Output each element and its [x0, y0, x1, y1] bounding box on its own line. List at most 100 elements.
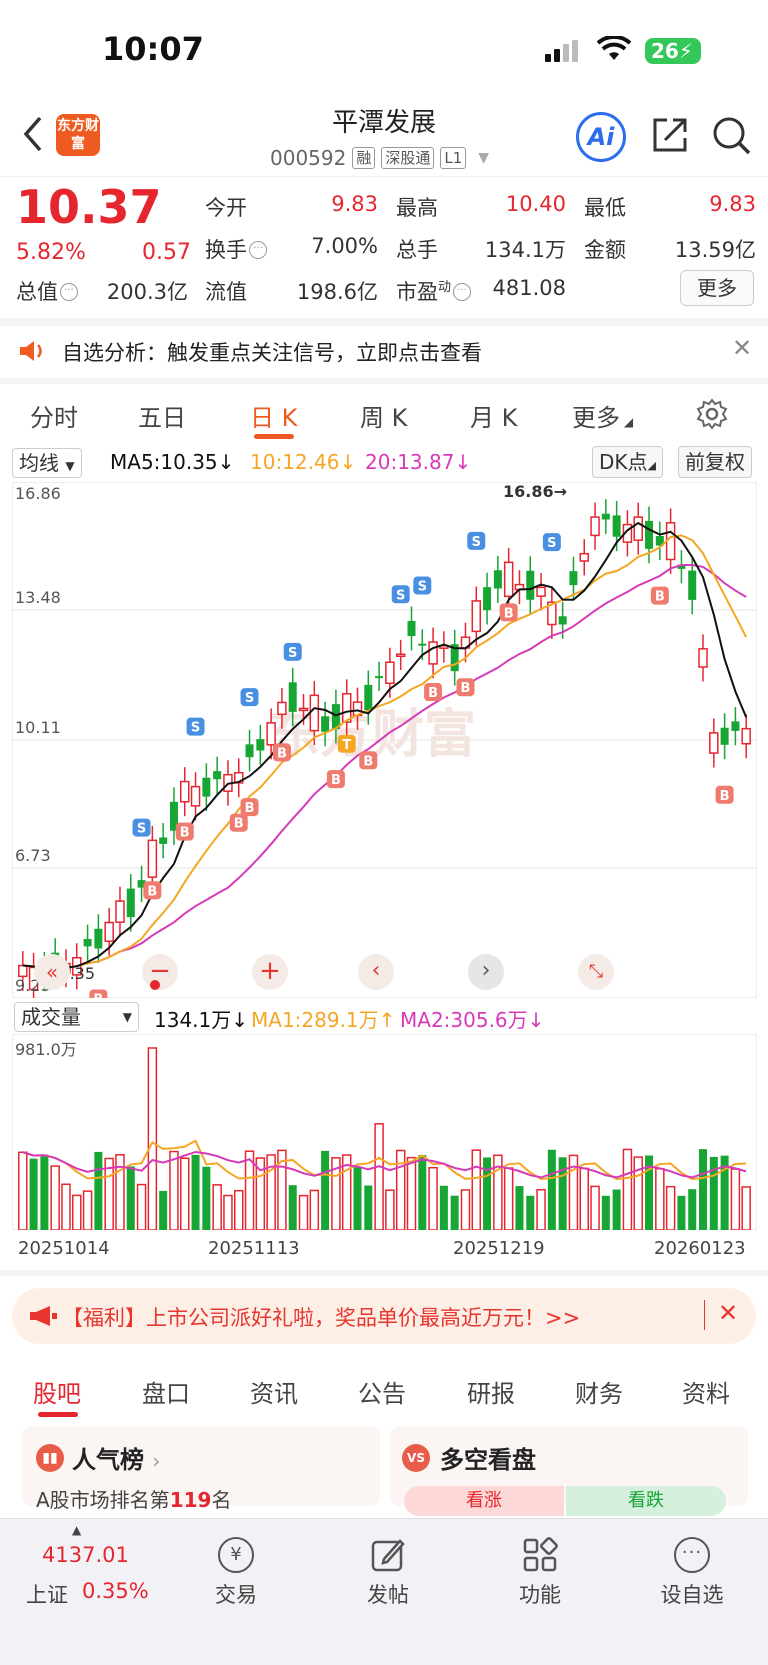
- candle-body: [202, 777, 211, 797]
- nav-post[interactable]: 发帖: [367, 1583, 409, 1607]
- vol-ma1: MA1:289.1万↑: [251, 1008, 396, 1032]
- pe-label[interactable]: 市盈动 ···: [396, 276, 472, 306]
- volume-bar: [244, 1150, 255, 1230]
- volume-bar: [94, 1151, 103, 1230]
- nav-trade[interactable]: 交易: [215, 1583, 257, 1607]
- back-icon[interactable]: [22, 116, 44, 152]
- turnover-label[interactable]: 换手 ···: [205, 234, 267, 264]
- signal-marker: [467, 531, 486, 550]
- index-value[interactable]: 4137.01: [42, 1543, 129, 1567]
- tab-more[interactable]: 更多 ◢: [572, 404, 634, 432]
- volume-bar: [622, 1148, 633, 1230]
- app-logo[interactable]: 东方财富: [56, 114, 100, 156]
- volume-bar: [645, 1155, 654, 1230]
- trade-icon[interactable]: ¥: [218, 1537, 254, 1573]
- ma5-value: MA5:10.35↓: [110, 450, 235, 474]
- edit-icon[interactable]: [370, 1537, 406, 1573]
- dk-point-button[interactable]: DK点◢: [592, 446, 663, 478]
- active-tab-indicator: [38, 1412, 78, 1417]
- popularity-card[interactable]: ▮▮ 人气榜 › A股市场排名第119名: [22, 1426, 380, 1512]
- candle-body: [147, 839, 158, 878]
- candle-body: [536, 586, 546, 597]
- ai-button[interactable]: Ai: [576, 112, 626, 162]
- volume-selector[interactable]: 成交量 ▼: [14, 1002, 139, 1032]
- ma5-line: [22, 521, 748, 971]
- tab-weekly-k[interactable]: 周 K: [360, 404, 408, 432]
- apps-icon[interactable]: [522, 1537, 558, 1573]
- signal-letter: S: [547, 536, 556, 551]
- volume-bar: [568, 1154, 579, 1230]
- zoom-out-icon[interactable]: −: [142, 954, 178, 990]
- chart-icon: ▮▮: [36, 1444, 64, 1472]
- megaphone-icon: [30, 1306, 57, 1326]
- stock-code-row[interactable]: 000592 融 深股通 L1 ▼: [270, 146, 489, 170]
- status-time: 10:07: [102, 30, 204, 68]
- tab-financials[interactable]: 财务: [575, 1380, 623, 1408]
- close-icon[interactable]: ✕: [732, 334, 753, 362]
- tab-daily-k[interactable]: 日 K: [250, 404, 298, 432]
- ma10-value: 10:12.46↓: [250, 450, 357, 474]
- bullish-button[interactable]: 看涨: [404, 1486, 564, 1516]
- tab-profile[interactable]: 资料: [682, 1380, 730, 1408]
- more-button[interactable]: 更多: [680, 270, 754, 306]
- nav-add-watchlist[interactable]: 设自选: [660, 1583, 724, 1607]
- candle-body: [288, 682, 297, 712]
- candle-body: [159, 837, 168, 844]
- scroll-start-icon[interactable]: «: [34, 954, 70, 990]
- candle-body: [277, 701, 287, 716]
- candle-body: [364, 684, 373, 711]
- indicator-selector[interactable]: 均线 ▼: [12, 448, 82, 478]
- signal-marker: [337, 734, 356, 753]
- ma20-value: 20:13.87↓: [365, 450, 472, 474]
- zoom-in-icon[interactable]: +: [252, 954, 288, 990]
- candle-body: [341, 693, 352, 723]
- market-cap-label[interactable]: 总值 ···: [16, 276, 78, 306]
- tab-announcements[interactable]: 公告: [358, 1380, 406, 1408]
- signal-marker: [391, 585, 410, 604]
- adjust-button[interactable]: 前复权: [678, 446, 752, 478]
- tab-research[interactable]: 研报: [467, 1380, 515, 1408]
- signal-marker: [186, 717, 205, 736]
- signal-letter: B: [331, 773, 341, 788]
- stock-code: 000592: [270, 146, 347, 170]
- alert-text[interactable]: 自选分析：触发重点关注信号，立即点击查看: [62, 341, 482, 365]
- search-icon[interactable]: [712, 116, 752, 156]
- bull-bear-card[interactable]: VS 多空看盘 看涨 看跌: [390, 1426, 748, 1516]
- nav-functions[interactable]: 功能: [519, 1583, 561, 1607]
- bull-bear-title: 多空看盘: [440, 1446, 536, 1474]
- tab-orderbook[interactable]: 盘口: [142, 1380, 190, 1408]
- kline-chart[interactable]: 东方财富 BBSBSBBSBSBTBSBSBSBSBSB: [12, 482, 757, 998]
- signal-letter: B: [428, 686, 438, 701]
- share-icon[interactable]: [651, 116, 689, 154]
- more-dots-icon[interactable]: ···: [674, 1537, 710, 1573]
- signal-marker: [359, 751, 378, 770]
- tab-forum[interactable]: 股吧: [33, 1380, 81, 1408]
- section-divider: [0, 318, 768, 326]
- current-price: 10.37: [16, 180, 162, 234]
- tab-monthly-k[interactable]: 月 K: [470, 404, 518, 432]
- low-label: 最低: [584, 196, 626, 220]
- gear-icon[interactable]: [696, 398, 728, 430]
- fullscreen-icon[interactable]: ⤡: [578, 954, 614, 990]
- promo-banner[interactable]: 【福利】上市公司派好礼啦，奖品单价最高近万元！>> ✕: [12, 1288, 756, 1344]
- close-icon[interactable]: ✕: [718, 1299, 739, 1327]
- tab-five-day[interactable]: 五日: [138, 404, 186, 432]
- volume-chart[interactable]: [12, 1034, 757, 1230]
- volume-bar: [82, 1190, 93, 1230]
- tab-intraday[interactable]: 分时: [30, 404, 78, 432]
- index-pct[interactable]: 0.35%: [82, 1579, 149, 1603]
- candle-body: [375, 676, 384, 679]
- candle-body: [601, 513, 610, 520]
- volume-bar: [277, 1149, 287, 1230]
- bearish-button[interactable]: 看跌: [566, 1486, 726, 1516]
- index-name[interactable]: 上证: [26, 1583, 68, 1607]
- scroll-left-icon[interactable]: ‹: [358, 954, 394, 990]
- volume-bar: [202, 1166, 211, 1230]
- tab-news[interactable]: 资讯: [250, 1380, 298, 1408]
- candle-body: [256, 739, 265, 751]
- candle-body: [321, 716, 330, 732]
- date-label-3: 20251219: [453, 1238, 545, 1259]
- y-label-4: 6.73: [15, 846, 51, 865]
- scroll-right-icon[interactable]: ›: [468, 954, 504, 990]
- info-icon: ···: [60, 283, 78, 301]
